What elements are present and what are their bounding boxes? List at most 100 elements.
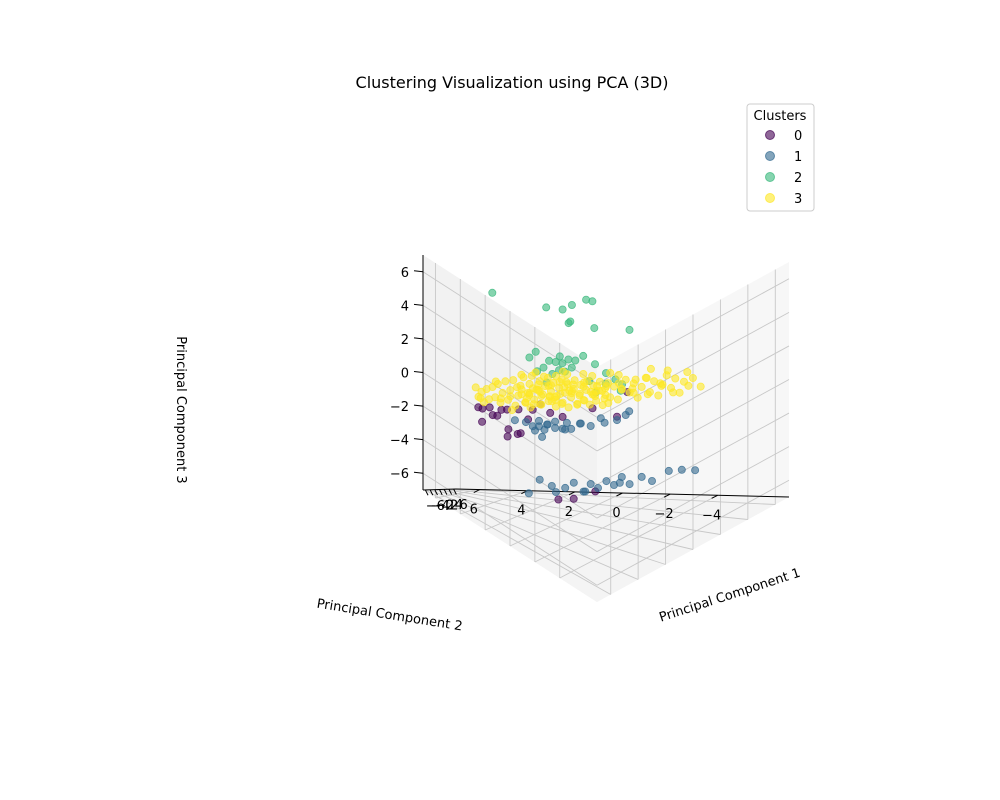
point-cluster-3 — [656, 379, 665, 388]
point-cluster-1 — [521, 418, 530, 427]
y-tick-mark — [568, 491, 576, 496]
point-cluster-3 — [617, 385, 626, 394]
grid-line-y-floor — [534, 493, 671, 563]
point-cluster-3 — [683, 367, 692, 376]
legend-label-3: 3 — [794, 192, 802, 207]
point-cluster-3 — [696, 382, 705, 391]
point-cluster-1 — [664, 466, 673, 475]
point-cluster-0 — [493, 411, 502, 420]
point-cluster-3 — [643, 390, 652, 399]
point-cluster-1 — [551, 417, 560, 426]
grid-line-z-left — [422, 271, 598, 385]
z-tick-label: −2 — [390, 400, 409, 415]
x-tick-mark — [453, 488, 457, 495]
point-cluster-3 — [491, 377, 500, 386]
z-axis-label: Principal Component 3 — [173, 336, 188, 483]
legend-label-1: 1 — [794, 150, 802, 165]
point-cluster-1 — [510, 416, 519, 425]
y-tick-label: 6 — [470, 503, 478, 518]
point-cluster-0 — [504, 425, 513, 434]
point-cluster-3 — [588, 371, 597, 380]
grid-line-z-right — [596, 446, 790, 553]
point-cluster-2 — [545, 356, 554, 365]
x-tick-label: 4 — [455, 498, 463, 513]
point-cluster-1 — [569, 478, 578, 487]
point-cluster-3 — [509, 376, 518, 385]
point-cluster-3 — [628, 384, 637, 393]
point-cluster-3 — [573, 400, 582, 409]
scatter-points — [471, 288, 705, 504]
point-cluster-0 — [478, 404, 487, 413]
point-cluster-1 — [613, 416, 622, 425]
point-cluster-3 — [684, 381, 693, 390]
point-cluster-1 — [625, 480, 634, 489]
point-cluster-0 — [546, 408, 555, 417]
legend: Clusters 0 1 2 3 — [746, 103, 815, 212]
point-cluster-3 — [671, 374, 680, 383]
point-cluster-3 — [565, 386, 574, 395]
point-cluster-3 — [642, 373, 651, 382]
z-tick-label: −4 — [390, 434, 409, 449]
point-cluster-1 — [535, 475, 544, 484]
point-cluster-1 — [594, 483, 603, 492]
point-cluster-1 — [602, 477, 611, 486]
point-cluster-2 — [579, 351, 588, 360]
point-cluster-0 — [513, 429, 522, 438]
point-cluster-3 — [539, 372, 548, 381]
point-cluster-3 — [506, 392, 515, 401]
x-tick-label: −2 — [435, 499, 454, 514]
point-cluster-3 — [534, 385, 543, 394]
point-cluster-1 — [547, 481, 556, 490]
point-cluster-2 — [542, 303, 551, 312]
z-tick-mark — [413, 270, 424, 273]
point-cluster-2 — [625, 325, 634, 334]
point-cluster-2 — [558, 305, 567, 314]
point-cluster-0 — [503, 432, 512, 441]
point-cluster-1 — [561, 483, 570, 492]
grid-line-z-right — [596, 311, 790, 418]
point-cluster-1 — [600, 418, 609, 427]
point-cluster-3 — [601, 384, 610, 393]
point-cluster-1 — [524, 489, 533, 498]
point-cluster-3 — [569, 380, 578, 389]
point-cluster-3 — [585, 400, 594, 409]
point-cluster-3 — [507, 406, 516, 415]
point-cluster-3 — [614, 379, 623, 388]
x-tick-label: −4 — [430, 499, 449, 514]
point-cluster-3 — [517, 370, 526, 379]
grid-line-z-right — [596, 412, 790, 519]
point-cluster-3 — [501, 377, 510, 386]
grid-line-z-right — [596, 278, 790, 385]
legend-marker-3 — [765, 193, 775, 203]
point-cluster-0 — [478, 417, 487, 426]
point-cluster-3 — [551, 371, 560, 380]
y-tick-mark — [663, 493, 671, 498]
point-cluster-2 — [591, 360, 600, 369]
x-tick-mark — [434, 489, 438, 496]
legend-marker-2 — [765, 172, 775, 182]
x-tick-label: −6 — [426, 499, 445, 514]
point-cluster-0 — [485, 403, 494, 412]
z-tick-label: 2 — [401, 333, 409, 348]
point-cluster-1 — [586, 421, 595, 430]
point-cluster-1 — [551, 488, 560, 497]
z-tick-mark — [413, 337, 424, 340]
point-cluster-3 — [564, 403, 573, 412]
point-cluster-1 — [531, 426, 540, 435]
legend-label-0: 0 — [794, 129, 802, 144]
x-axis-label: Principal Component 1 — [658, 566, 803, 626]
z-tick-mark — [413, 303, 424, 306]
point-cluster-2 — [555, 352, 564, 361]
point-cluster-3 — [525, 389, 534, 398]
x-tick-mark — [429, 489, 434, 496]
grid-line-z-right — [596, 345, 790, 452]
grid-line-z-right — [596, 479, 790, 586]
point-cluster-3 — [631, 375, 640, 384]
point-cluster-3 — [551, 393, 560, 402]
point-cluster-3 — [654, 391, 663, 400]
point-cluster-3 — [663, 366, 672, 375]
y-tick-label: −2 — [654, 507, 673, 522]
point-cluster-3 — [614, 370, 623, 379]
point-cluster-3 — [579, 369, 588, 378]
point-cluster-3 — [637, 382, 646, 391]
